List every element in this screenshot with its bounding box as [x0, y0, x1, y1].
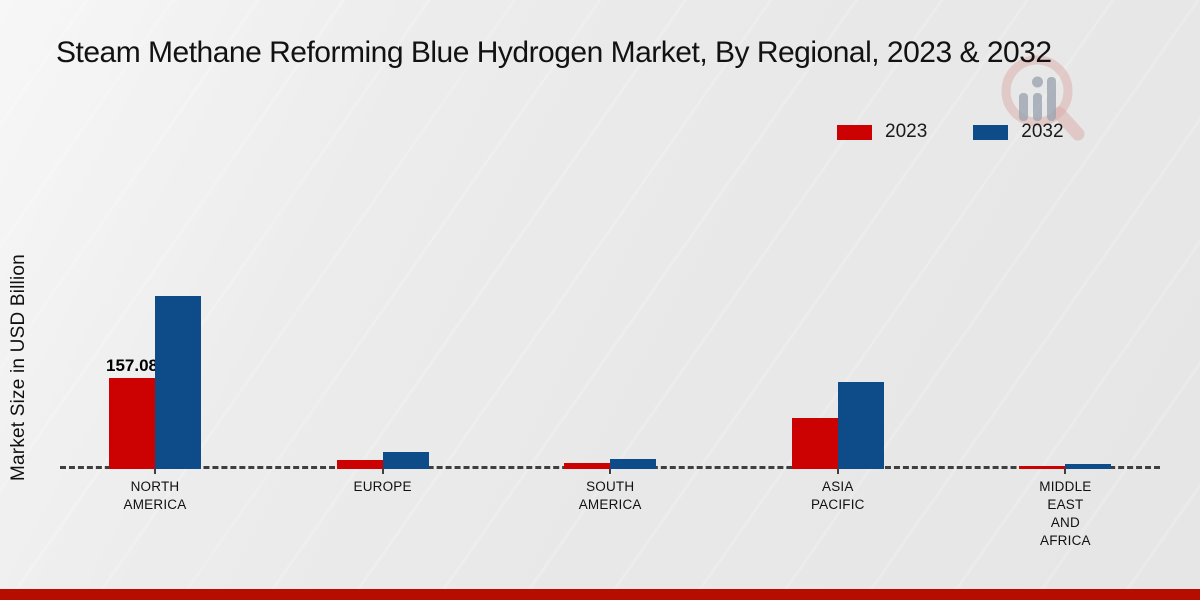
x-axis-label-south: SOUTH AMERICA: [578, 479, 642, 512]
bar-2032-north: [155, 296, 201, 469]
bar-2023-europe: [336, 460, 383, 469]
bar-2032-south: [610, 459, 657, 469]
legend-item-2023: 2023: [837, 121, 927, 143]
x-axis-tick-europe: [381, 468, 384, 474]
bar-2023-asia: [791, 418, 838, 469]
bar-2032-asia: [837, 382, 884, 469]
x-axis-tick-south: [609, 468, 612, 474]
magnifier-bars-icon: [1001, 55, 1085, 141]
bar-2032-middle: [1065, 464, 1112, 469]
legend-label-2032: 2032: [1021, 121, 1064, 142]
x-axis-label-europe: EUROPE: [353, 479, 412, 494]
x-axis-label-north: NORTH AMERICA: [123, 479, 187, 512]
bar-2032-europe: [382, 452, 429, 469]
bar-2023-middle: [1019, 466, 1066, 469]
x-axis-label-middle: MIDDLE EAST AND AFRICA: [1039, 479, 1092, 548]
x-axis-tick-north: [154, 468, 156, 474]
bar-2023-south: [564, 463, 611, 469]
x-axis-tick-asia: [836, 468, 839, 474]
legend-swatch-2032-icon: [973, 124, 1009, 140]
x-axis-tick-middle: [1064, 468, 1067, 474]
brand-logo: [995, 52, 1087, 149]
y-axis-title: Market Size in USD Billion: [8, 254, 29, 481]
chart-title: Steam Methane Reforming Blue Hydrogen Ma…: [56, 36, 1052, 69]
legend-label-2023: 2023: [885, 121, 928, 142]
x-axis-label-asia: ASIA PACIFIC: [810, 479, 865, 512]
legend-item-2032: 2032: [973, 121, 1064, 143]
bar-value-label-2023-north: 157.08: [106, 356, 158, 375]
legend-swatch-2023-icon: [837, 124, 872, 140]
legend: 2023 2032: [837, 121, 1064, 143]
bar-2023-north: [109, 378, 155, 469]
footer-accent-bar: [0, 589, 1200, 600]
